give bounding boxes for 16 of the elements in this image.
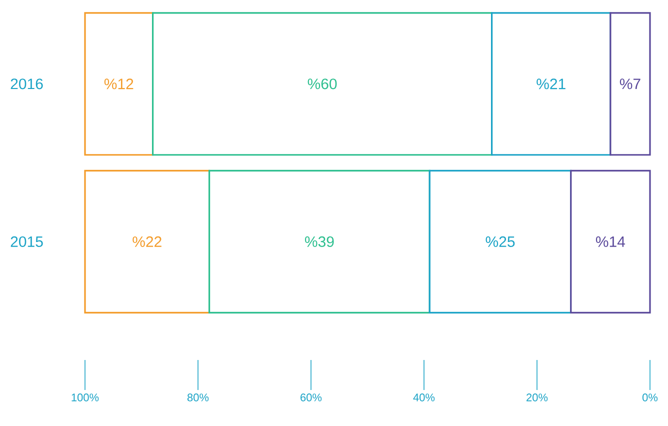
data-label: %14 xyxy=(596,236,626,247)
x-tick-label: 100% xyxy=(72,394,99,402)
data-label: %60 xyxy=(308,78,337,90)
x-tick-label: 0% xyxy=(642,394,658,402)
data-label: %39 xyxy=(304,236,334,247)
x-tick-label: 20% xyxy=(526,394,548,402)
y-tick-label: 2016 xyxy=(10,78,43,90)
y-tick-label: 2015 xyxy=(10,236,43,247)
data-label: %21 xyxy=(536,78,566,90)
x-tick-label: 40% xyxy=(413,394,435,402)
data-label: %12 xyxy=(104,78,134,90)
data-label: %22 xyxy=(132,236,162,247)
data-label: %25 xyxy=(486,236,515,247)
data-label: %7 xyxy=(620,78,640,90)
x-tick-label: 60% xyxy=(300,394,322,402)
x-tick-label: 80% xyxy=(187,394,209,402)
